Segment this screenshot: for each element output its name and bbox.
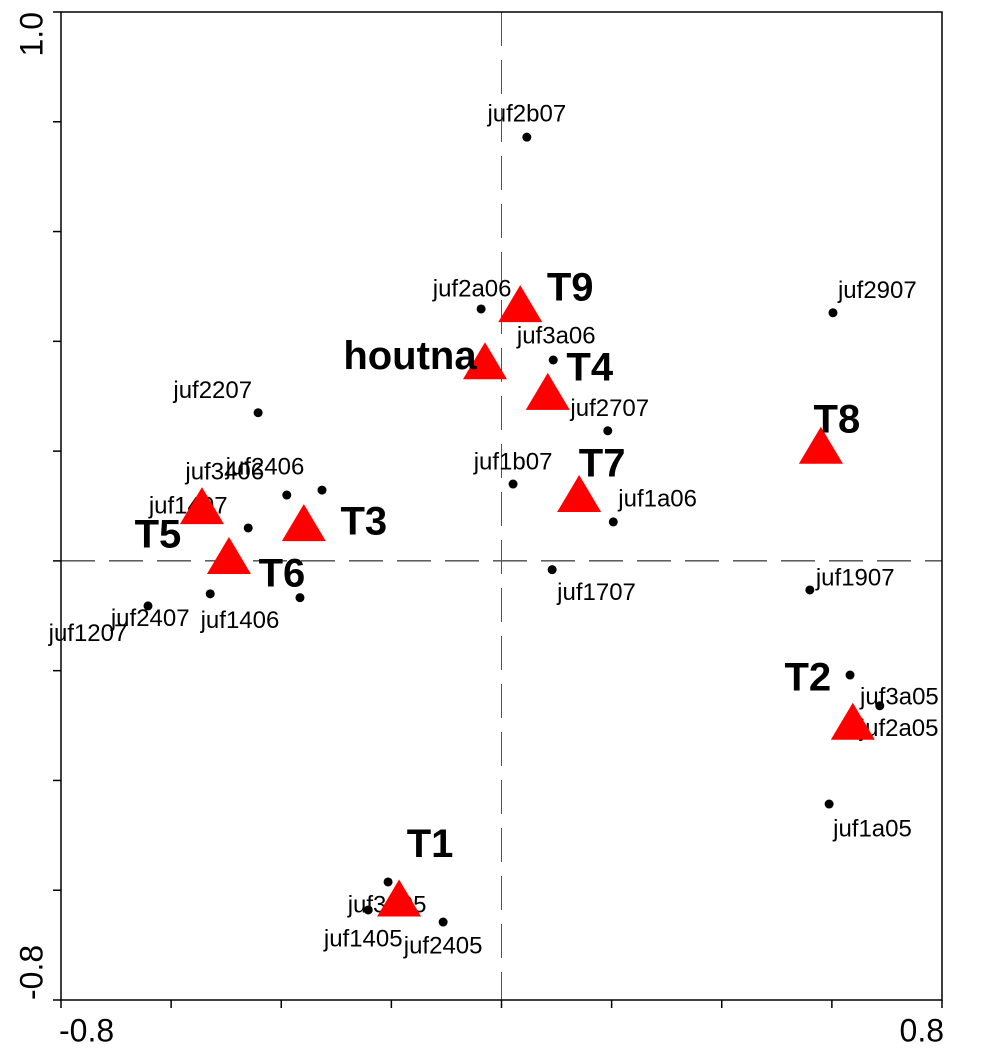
sample-label: juf2707: [569, 395, 649, 422]
centroid-marker: [281, 504, 326, 542]
centroid-marker: [498, 285, 543, 323]
centroid-marker: [377, 879, 422, 917]
sample-point: [824, 799, 834, 809]
sample-point: [282, 490, 292, 500]
y-tick-label: 1.0: [13, 12, 49, 56]
sample-point: [205, 589, 215, 599]
centroid-marker: [462, 342, 507, 380]
sample-label: juf2407: [110, 605, 190, 632]
sample-label: juf3406: [184, 458, 264, 485]
sample-point: [805, 585, 815, 595]
sample-label: juf3a06: [516, 322, 596, 349]
sample-point: [476, 304, 486, 314]
sample-label: juf3a05: [859, 683, 939, 710]
sample-point: [243, 523, 253, 533]
sample-point: [438, 917, 448, 927]
centroid-marker: [557, 475, 602, 513]
y-tick-label: -0.8: [13, 945, 49, 1000]
centroid-marker: [525, 372, 570, 410]
sample-label: juf1207: [48, 620, 128, 647]
sample-point: [253, 408, 263, 418]
sample-point: [845, 670, 855, 680]
sample-label: juf1b07: [473, 448, 553, 475]
centroid-label: T1: [407, 822, 454, 866]
sample-point: [363, 905, 373, 915]
sample-label: juf2207: [172, 377, 252, 404]
centroid-label: houtna: [343, 334, 477, 378]
sample-label: juf2907: [837, 277, 917, 304]
x-tick-label: -0.8: [59, 1012, 114, 1048]
centroid-label: T7: [579, 442, 626, 486]
centroid-label: T9: [547, 266, 594, 310]
centroid-marker: [830, 702, 875, 740]
sample-label: juf2405: [403, 932, 483, 959]
sample-label: juf1405: [323, 925, 403, 952]
sample-point: [383, 877, 393, 887]
sample-label: juf2a06: [432, 275, 512, 302]
sample-point: [603, 426, 613, 436]
sample-label: juf1707: [556, 579, 636, 606]
centroid-marker: [798, 426, 843, 464]
sample-point: [548, 355, 558, 365]
centroid-label: T4: [566, 345, 613, 389]
sample-label: juf1907: [815, 564, 895, 591]
sample-label: juf1a06: [617, 485, 697, 512]
sample-point: [547, 565, 557, 575]
sample-label: juf1406: [200, 607, 280, 634]
sample-point: [608, 517, 618, 527]
sample-label: juf2406: [225, 453, 305, 480]
sample-point: [875, 701, 885, 711]
x-tick-label: 0.8: [900, 1012, 944, 1048]
sample-point: [522, 132, 532, 142]
centroid-label: T3: [340, 500, 387, 544]
sample-point: [317, 485, 327, 495]
sample-point: [143, 601, 153, 611]
centroid-label: T6: [259, 552, 306, 596]
centroid-label: T8: [814, 397, 861, 441]
centroid-marker: [206, 537, 251, 575]
sample-point: [295, 593, 305, 603]
sample-label: juf1a05: [832, 815, 912, 842]
centroid-label: T2: [784, 655, 831, 699]
sample-label: juf2b07: [486, 100, 566, 127]
sample-point: [828, 308, 838, 318]
centroid-marker: [179, 487, 224, 525]
centroid-label: T5: [135, 513, 182, 557]
sample-point: [508, 479, 518, 489]
